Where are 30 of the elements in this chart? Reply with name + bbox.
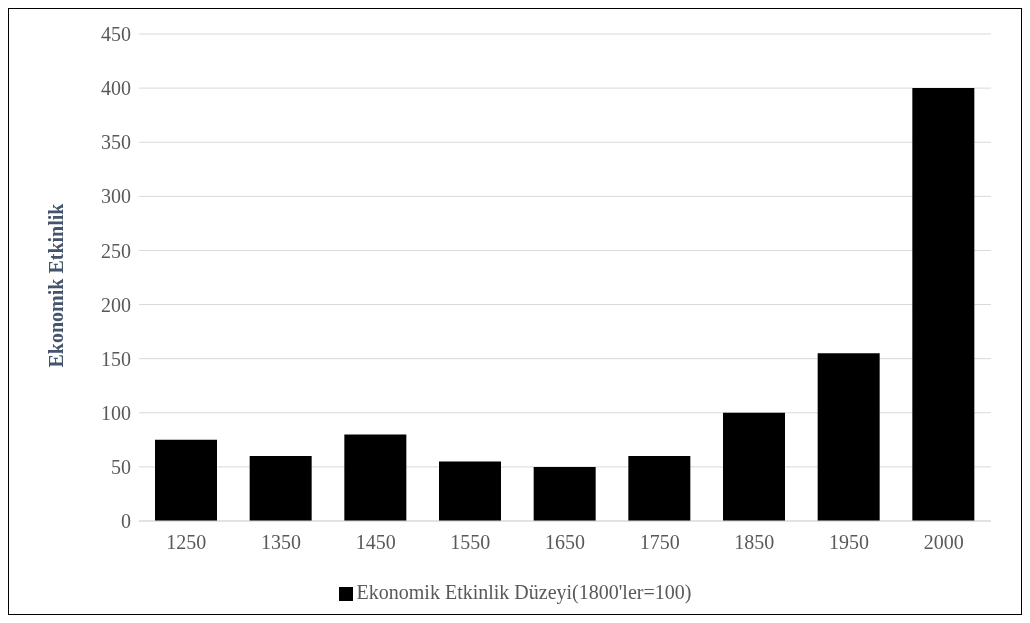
y-tick-label: 250 [101,239,131,262]
x-tick-label: 1350 [261,531,301,554]
y-tick-label: 100 [101,401,131,424]
y-tick-label: 150 [101,347,131,370]
y-tick-label: 400 [101,77,131,100]
x-tick-label: 1650 [545,531,585,554]
bar [344,434,407,521]
bar [439,461,501,521]
x-tick-label: 1850 [734,531,775,554]
bar [912,88,975,521]
x-tick-label: 1250 [166,531,207,554]
bar [817,353,880,521]
y-tick-label: 200 [101,293,131,316]
y-axis-title: Ekonomik Etkinlik [45,202,68,368]
bar [533,466,596,521]
x-tick-label: 1750 [639,531,680,554]
x-tick-label: 1450 [355,531,396,554]
bar [628,456,691,521]
bar [155,439,217,521]
x-tick-label: 1950 [829,531,869,554]
x-tick-label: 2000 [923,531,964,554]
y-tick-label: 300 [101,185,131,208]
bar [723,412,785,521]
bar [249,456,312,521]
y-tick-label: 450 [101,23,131,46]
y-tick-label: 350 [101,131,131,154]
y-tick-label: 50 [111,455,131,478]
y-tick-label: 0 [121,510,131,533]
x-tick-label: 1550 [450,531,491,554]
legend-label: Ekonomik Etkinlik Düzeyi(1800'ler=100) [356,581,692,603]
